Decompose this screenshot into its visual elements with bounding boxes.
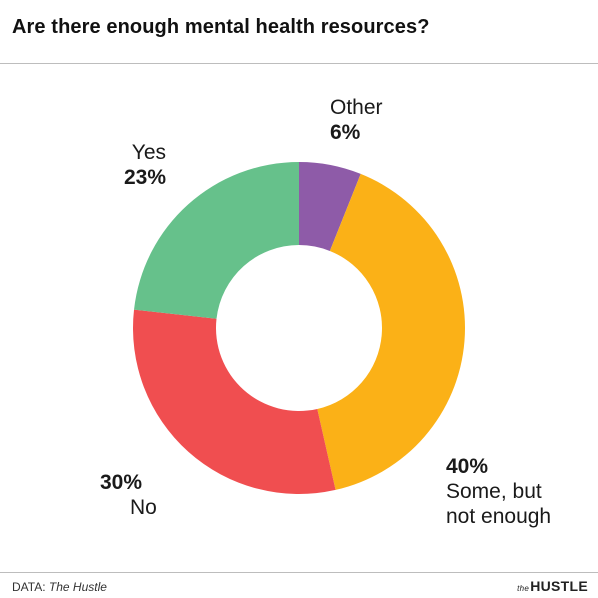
label-no: 30% No	[100, 470, 166, 520]
brand-name: HUSTLE	[530, 578, 588, 594]
bottom-divider	[0, 572, 598, 573]
label-other-name: Other	[330, 96, 383, 119]
brand-logo: theHUSTLE	[517, 578, 588, 594]
top-divider	[0, 63, 598, 64]
label-some-name-line1: Some, but	[446, 480, 542, 503]
slice-yes	[134, 162, 299, 319]
label-other: Other 6%	[330, 95, 383, 145]
label-yes: Yes 23%	[100, 140, 166, 190]
source-prefix: DATA:	[12, 580, 46, 594]
label-no-name: No	[130, 496, 157, 519]
label-yes-pct: 23%	[123, 166, 166, 189]
slice-other	[299, 162, 361, 251]
label-some: 40% Some, but not enough	[446, 454, 551, 529]
label-other-pct: 6%	[330, 121, 361, 144]
brand-prefix: the	[517, 584, 530, 593]
label-some-name-line2: not enough	[446, 505, 552, 528]
slice-some-but-not-enough	[317, 173, 465, 490]
chart-title: Are there enough mental health resources…	[12, 16, 430, 38]
label-some-pct: 40%	[446, 455, 489, 478]
source-note: DATA: The Hustle	[12, 580, 107, 594]
slice-no	[133, 309, 336, 494]
label-yes-name: Yes	[131, 141, 166, 164]
label-no-pct: 30%	[100, 471, 143, 494]
source-name: The Hustle	[48, 580, 107, 594]
